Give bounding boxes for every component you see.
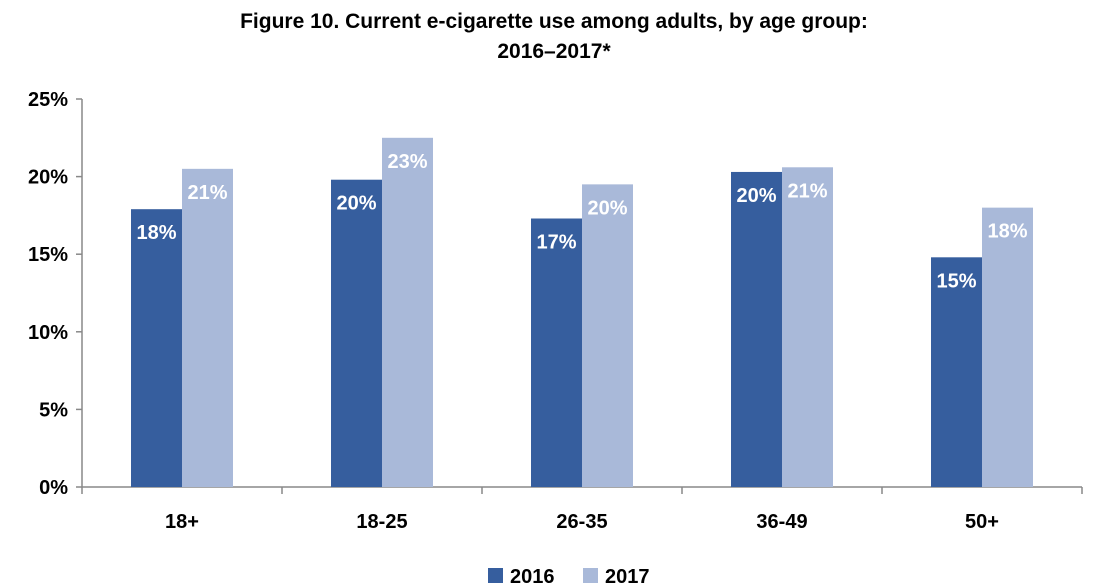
legend-swatch-2016 (488, 568, 503, 583)
x-category-label: 50+ (965, 511, 999, 533)
bar-2016 (131, 209, 182, 487)
bar-2016 (731, 171, 782, 487)
data-label: 18% (136, 222, 176, 244)
chart-title: Figure 10. Current e-cigarette use among… (240, 10, 868, 33)
data-label: 15% (936, 270, 976, 292)
data-label: 23% (387, 151, 427, 173)
chart-legend: 2016 2017 (488, 566, 650, 588)
chart-bars (131, 137, 1033, 488)
y-tick-label: 15% (28, 244, 68, 266)
y-tick-label: 10% (28, 322, 68, 344)
bar-2016 (531, 218, 582, 487)
y-tick-label: 20% (28, 167, 68, 189)
data-label: 18% (987, 221, 1027, 243)
bar-2016 (331, 179, 382, 488)
y-tick-label: 0% (39, 477, 68, 499)
data-label: 20% (336, 193, 376, 215)
x-category-label: 18-25 (356, 511, 407, 533)
chart-subtitle: 2016–2017* (497, 40, 611, 63)
data-label: 20% (736, 185, 776, 207)
chart-labels: 18% 21% 20% 23% 17% 20% 20% 21% 15% 18% (136, 151, 1027, 293)
bar-2017 (582, 184, 633, 488)
data-label: 20% (587, 197, 627, 219)
bar-2017 (182, 168, 233, 487)
bar-2017 (382, 137, 433, 488)
data-label: 21% (187, 182, 227, 204)
legend-label: 2017 (605, 566, 650, 588)
legend-swatch-2017 (583, 568, 598, 583)
data-label: 21% (787, 180, 827, 202)
bar-2017 (982, 207, 1033, 487)
x-category-label: 36-49 (756, 511, 807, 533)
chart-axes: 0% 5% 10% 15% 20% 25% 18+ 18-25 26-35 36-49 50+ (28, 89, 1083, 533)
x-category-label: 18+ (165, 511, 199, 533)
y-tick-label: 5% (39, 399, 68, 421)
bar-2016 (931, 257, 982, 487)
legend-label: 2016 (510, 566, 555, 588)
data-label: 17% (536, 232, 576, 254)
bar-2017 (782, 167, 833, 487)
x-category-label: 26-35 (556, 511, 607, 533)
y-tick-label: 25% (28, 89, 68, 111)
